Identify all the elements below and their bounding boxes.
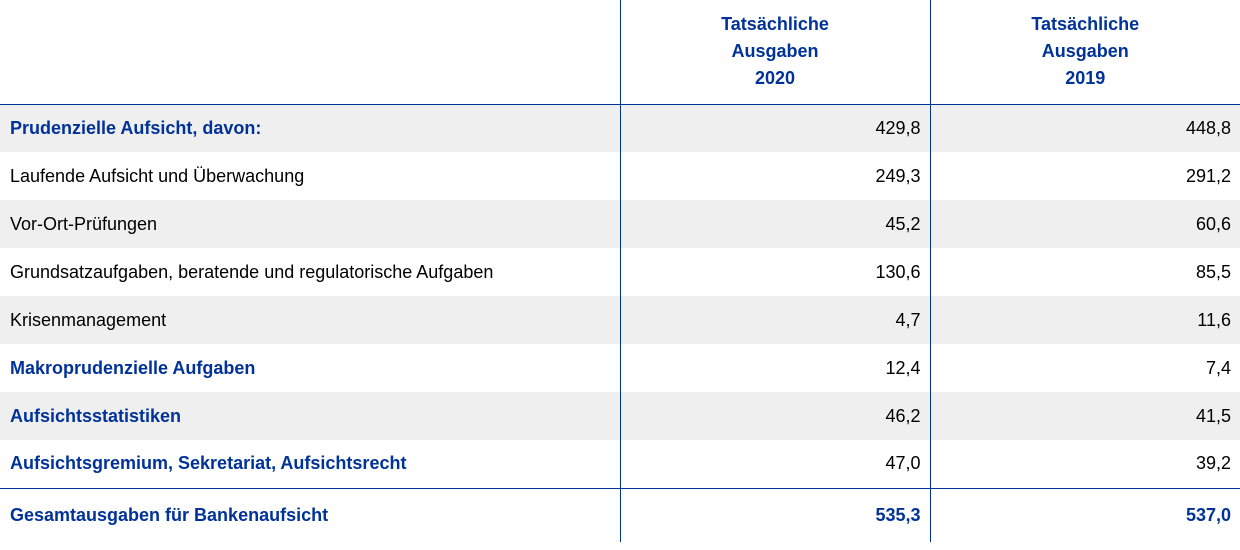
total-value-2020: 535,3 [619, 487, 931, 542]
table-row-supervisory-board: Aufsichtsgremium, Sekretariat, Aufsichts… [0, 440, 1240, 488]
row-value-2019: 60,6 [930, 200, 1240, 248]
row-value-2019: 41,5 [930, 392, 1240, 440]
row-value-2020: 429,8 [619, 104, 931, 152]
row-value-2019: 448,8 [930, 104, 1240, 152]
row-value-2019: 291,2 [1185, 165, 1231, 186]
header-actual-2019: Tatsächliche Ausgaben 2019 [930, 0, 1240, 105]
total-label: Gesamtausgaben für Bankenaufsicht [0, 487, 620, 542]
header-2019-line-2: Ausgaben [1041, 41, 1129, 62]
table-row-crisis-management: Krisenmanagement 4,7 11,6 [0, 296, 1240, 344]
row-value-2019: 85,5 [1195, 261, 1231, 282]
header-2020-line-2: Ausgaben [731, 41, 819, 62]
row-label: Vor-Ort-Prüfungen [0, 200, 620, 248]
header-2020-line-3: 2020 [754, 68, 796, 89]
table-row-supervisory-statistics: Aufsichtsstatistiken 46,2 41,5 [0, 392, 1240, 440]
header-label-column [0, 0, 620, 105]
row-value-2020: 45,2 [619, 200, 931, 248]
header-2020-line-1: Tatsächliche [721, 14, 829, 35]
table-row-policy-advice-regulation: Grundsatzaufgaben, beratende und regulat… [0, 248, 1240, 296]
row-label: Prudenzielle Aufsicht, davon: [0, 104, 620, 152]
row-value-2020: 130,6 [619, 248, 931, 296]
header-2019-line-1: Tatsächliche [1031, 14, 1140, 35]
header-row: Tatsächliche Ausgaben 2020 Tatsächliche … [0, 0, 1240, 105]
table-row-on-site-inspections: Vor-Ort-Prüfungen 45,2 60,6 [0, 200, 1240, 248]
table-row-total: Gesamtausgaben für Bankenaufsicht 535,3 … [0, 487, 1240, 542]
total-value-2019: 537,0 [930, 487, 1240, 542]
table-row-macroprudential-tasks: Makroprudenzielle Aufgaben 12,4 7,4 [0, 344, 1240, 392]
row-value-2019: 7,4 [1205, 357, 1231, 378]
row-label: Makroprudenzielle Aufgaben [10, 357, 256, 378]
row-value-2020: 46,2 [619, 392, 931, 440]
row-value-2020: 12,4 [619, 344, 931, 392]
row-value-2019: 39,2 [1195, 453, 1231, 474]
row-value-2020: 4,7 [619, 296, 931, 344]
row-value-2020: 249,3 [619, 152, 931, 200]
row-label: Aufsichtsgremium, Sekretariat, Aufsichts… [10, 453, 407, 474]
table-row-ongoing-supervision: Laufende Aufsicht und Überwachung 249,3 … [0, 152, 1240, 200]
row-label: Aufsichtsstatistiken [0, 392, 620, 440]
row-label: Krisenmanagement [0, 296, 620, 344]
row-value-2019: 11,6 [930, 296, 1240, 344]
header-actual-2020: Tatsächliche Ausgaben 2020 [619, 0, 931, 105]
table-row-prudential-supervision: Prudenzielle Aufsicht, davon: 429,8 448,… [0, 104, 1240, 152]
header-2019-line-3: 2019 [1065, 68, 1106, 89]
row-label: Laufende Aufsicht und Überwachung [10, 165, 305, 186]
row-label: Grundsatzaufgaben, beratende und regulat… [10, 261, 494, 282]
row-value-2020: 47,0 [619, 440, 931, 488]
